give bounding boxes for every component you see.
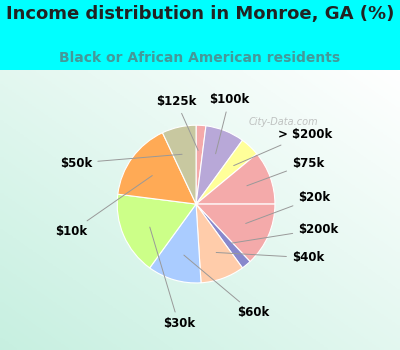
Wedge shape — [196, 204, 250, 268]
Text: $50k: $50k — [60, 154, 182, 169]
Text: $10k: $10k — [55, 176, 152, 238]
Text: Black or African American residents: Black or African American residents — [60, 51, 340, 65]
Wedge shape — [118, 133, 196, 204]
Text: $75k: $75k — [247, 156, 324, 186]
Wedge shape — [196, 140, 257, 204]
Text: $20k: $20k — [246, 191, 330, 223]
Text: City-Data.com: City-Data.com — [249, 117, 318, 127]
Text: $200k: $200k — [232, 223, 338, 243]
Wedge shape — [162, 125, 196, 204]
Text: $40k: $40k — [216, 251, 324, 264]
Text: $30k: $30k — [150, 227, 195, 330]
Text: > $200k: > $200k — [234, 128, 332, 166]
Wedge shape — [150, 204, 201, 283]
Wedge shape — [196, 154, 275, 204]
Wedge shape — [196, 204, 275, 261]
Wedge shape — [196, 125, 206, 204]
Text: $100k: $100k — [209, 93, 249, 154]
Wedge shape — [196, 204, 242, 283]
Wedge shape — [117, 194, 196, 268]
Text: $125k: $125k — [156, 95, 198, 150]
Wedge shape — [196, 126, 242, 204]
Text: Income distribution in Monroe, GA (%): Income distribution in Monroe, GA (%) — [6, 5, 394, 23]
Text: $60k: $60k — [184, 255, 269, 320]
